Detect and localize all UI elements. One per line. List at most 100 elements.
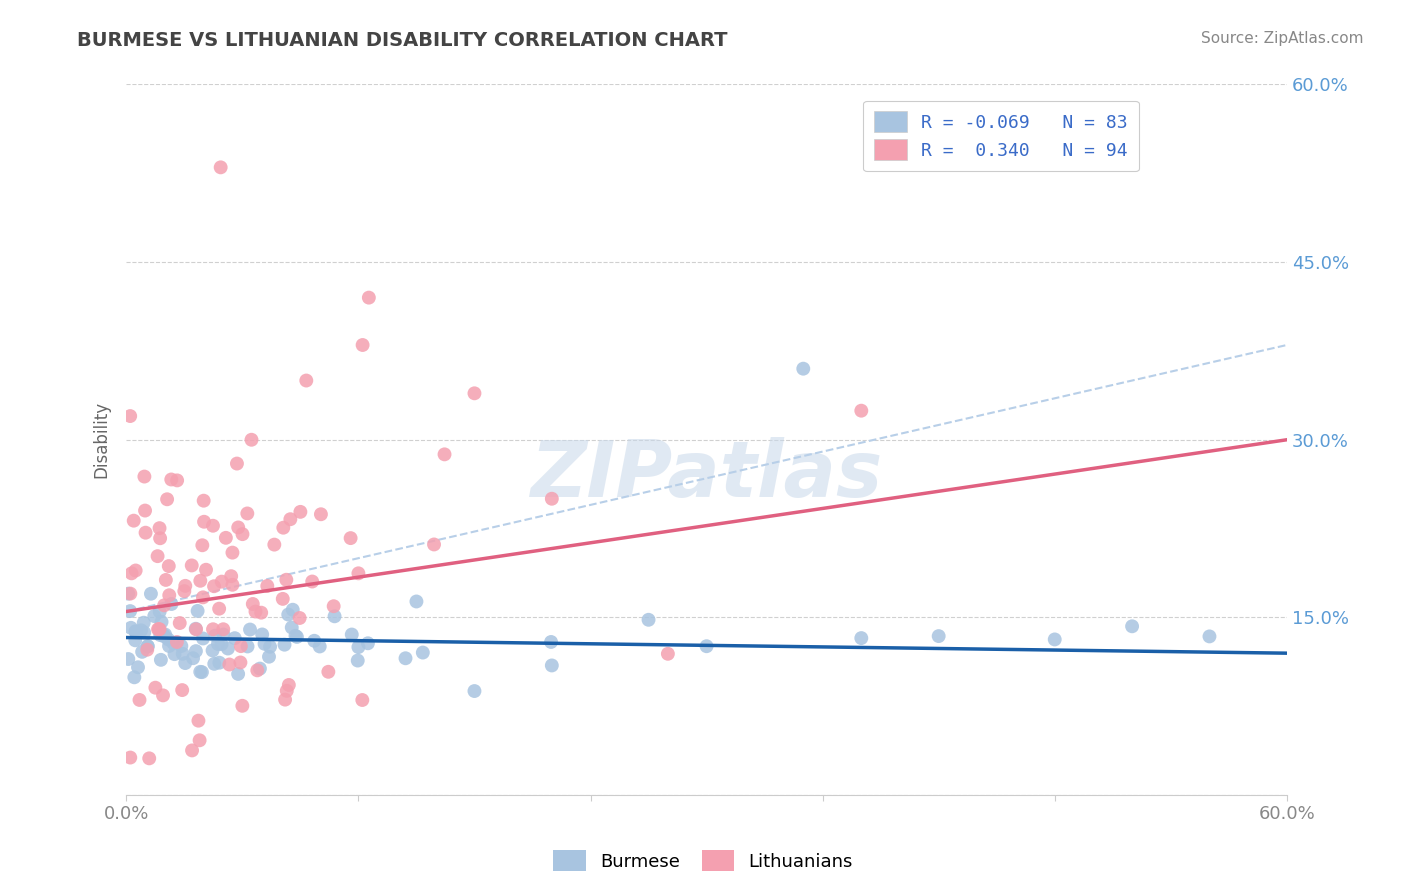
- Point: [191, 632, 214, 646]
- Point: [181, 651, 204, 665]
- Point: [117, 587, 139, 601]
- Point: [340, 627, 363, 641]
- Point: [157, 559, 180, 574]
- Point: [224, 631, 246, 645]
- Point: [136, 642, 159, 657]
- Point: [207, 637, 229, 651]
- Point: [231, 527, 253, 541]
- Point: [352, 338, 374, 352]
- Point: [120, 409, 142, 423]
- Point: [226, 457, 249, 471]
- Point: [138, 751, 160, 765]
- Point: [149, 605, 172, 619]
- Point: [236, 640, 259, 654]
- Point: [276, 683, 298, 698]
- Point: [191, 591, 214, 605]
- Point: [231, 698, 253, 713]
- Point: [153, 599, 176, 613]
- Point: [191, 538, 214, 552]
- Point: [211, 637, 233, 651]
- Point: [357, 291, 380, 305]
- Point: [433, 447, 456, 461]
- Point: [463, 684, 485, 698]
- Text: Source: ZipAtlas.com: Source: ZipAtlas.com: [1201, 31, 1364, 46]
- Point: [124, 564, 146, 578]
- Point: [174, 579, 197, 593]
- Point: [181, 743, 204, 757]
- Point: [277, 678, 299, 692]
- Point: [657, 647, 679, 661]
- Point: [274, 692, 297, 706]
- Point: [184, 622, 207, 636]
- Point: [273, 521, 295, 535]
- Point: [187, 604, 209, 618]
- Point: [134, 625, 156, 640]
- Point: [149, 628, 172, 642]
- Point: [152, 689, 174, 703]
- Point: [136, 639, 159, 653]
- Point: [188, 665, 211, 679]
- Point: [226, 520, 249, 534]
- Point: [304, 633, 326, 648]
- Point: [132, 615, 155, 630]
- Point: [201, 518, 224, 533]
- Point: [308, 640, 330, 654]
- Point: [188, 733, 211, 747]
- Point: [851, 403, 873, 417]
- Point: [250, 627, 273, 641]
- Point: [201, 643, 224, 657]
- Point: [124, 670, 146, 684]
- Point: [221, 578, 243, 592]
- Point: [280, 512, 302, 526]
- Point: [166, 635, 188, 649]
- Point: [120, 604, 142, 618]
- Point: [253, 637, 276, 651]
- Point: [153, 630, 176, 644]
- Point: [696, 639, 718, 653]
- Point: [131, 645, 153, 659]
- Point: [146, 622, 169, 636]
- Point: [221, 546, 243, 560]
- Point: [219, 569, 242, 583]
- Point: [284, 629, 307, 643]
- Point: [271, 591, 294, 606]
- Point: [180, 558, 202, 573]
- Point: [139, 587, 162, 601]
- Point: [166, 474, 188, 488]
- Point: [318, 665, 340, 679]
- Point: [146, 549, 169, 564]
- Point: [1121, 619, 1143, 633]
- Point: [346, 654, 368, 668]
- Y-axis label: Disability: Disability: [93, 401, 110, 478]
- Point: [226, 667, 249, 681]
- Point: [394, 651, 416, 665]
- Point: [188, 574, 211, 588]
- Point: [281, 603, 304, 617]
- Point: [202, 579, 225, 593]
- Point: [134, 469, 156, 483]
- Point: [174, 656, 197, 670]
- Point: [191, 665, 214, 680]
- Point: [170, 639, 193, 653]
- Point: [405, 594, 427, 608]
- Point: [463, 386, 485, 401]
- Point: [162, 636, 184, 650]
- Point: [229, 656, 252, 670]
- Point: [184, 644, 207, 658]
- Point: [155, 573, 177, 587]
- Point: [245, 605, 267, 619]
- Point: [153, 627, 176, 641]
- Point: [172, 683, 194, 698]
- Point: [202, 622, 225, 636]
- Point: [129, 624, 152, 638]
- Point: [149, 531, 172, 545]
- Point: [184, 622, 207, 636]
- Point: [157, 632, 180, 647]
- Point: [149, 653, 172, 667]
- Point: [148, 521, 170, 535]
- Point: [208, 601, 231, 615]
- Point: [160, 473, 183, 487]
- Point: [1198, 629, 1220, 643]
- Point: [323, 609, 346, 624]
- Point: [172, 647, 194, 661]
